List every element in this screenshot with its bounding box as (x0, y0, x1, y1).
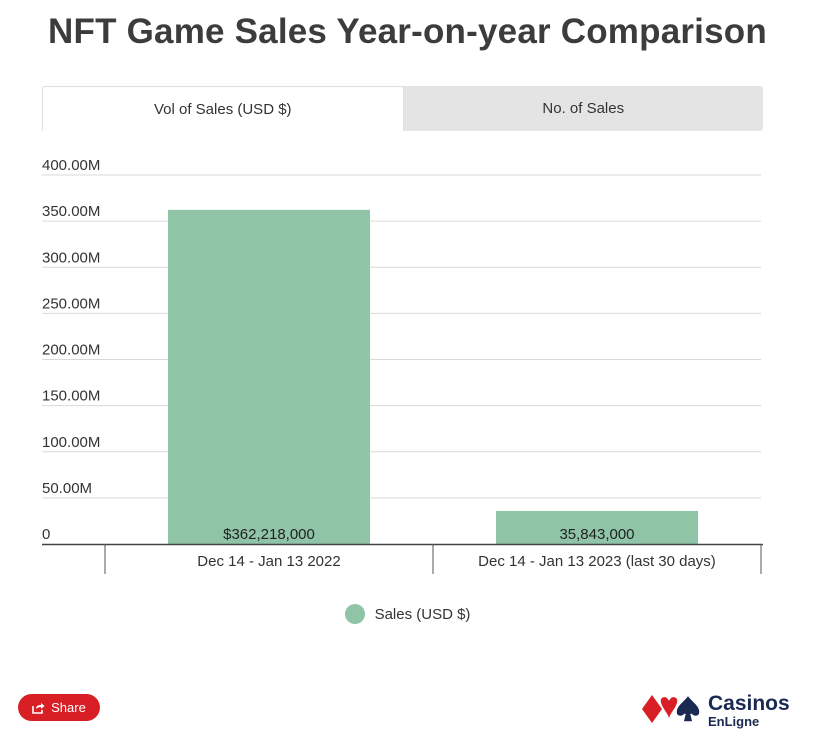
y-tick-label: 0 (42, 526, 50, 543)
legend-label: Sales (USD $) (374, 605, 471, 623)
logo-sub: EnLigne (708, 713, 760, 729)
share-label: Share (51, 700, 86, 715)
bar (496, 510, 698, 544)
bar (168, 209, 370, 545)
y-tick-label: 150.00M (42, 388, 100, 405)
y-tick-label: 100.00M (42, 434, 100, 451)
data-label: $362,218,000 (223, 526, 315, 543)
y-tick-label: 300.00M (42, 249, 100, 266)
chart-tabs: Vol of Sales (USD $) No. of Sales (42, 86, 763, 131)
logo-name: Casinos (708, 691, 790, 715)
share-button[interactable]: Share (18, 694, 100, 721)
y-tick-label: 400.00M (42, 157, 100, 174)
share-icon (32, 702, 45, 714)
x-tick-label: Dec 14 - Jan 13 2022 (197, 553, 340, 570)
brand-logo: Casinos EnLigne (640, 690, 800, 730)
legend-swatch (344, 604, 365, 624)
tab-vol-of-sales[interactable]: Vol of Sales (USD $) (42, 86, 404, 131)
chart-title: NFT Game Sales Year-on-year Comparison (48, 12, 767, 51)
chart-legend: Sales (USD $) (0, 604, 815, 624)
y-tick-label: 50.00M (42, 480, 92, 497)
tab-no-of-sales[interactable]: No. of Sales (542, 100, 625, 117)
y-tick-label: 250.00M (42, 295, 100, 312)
y-tick-label: 350.00M (42, 203, 100, 220)
x-tick-label: Dec 14 - Jan 13 2023 (last 30 days) (478, 553, 716, 570)
bar-chart: 0 50.00M 100.00M 150.00M 200.00M 250.00M 300.0… (42, 157, 763, 574)
data-label: 35,843,000 (559, 526, 634, 543)
card-suits-icon (640, 691, 702, 730)
y-tick-label: 200.00M (42, 342, 100, 359)
